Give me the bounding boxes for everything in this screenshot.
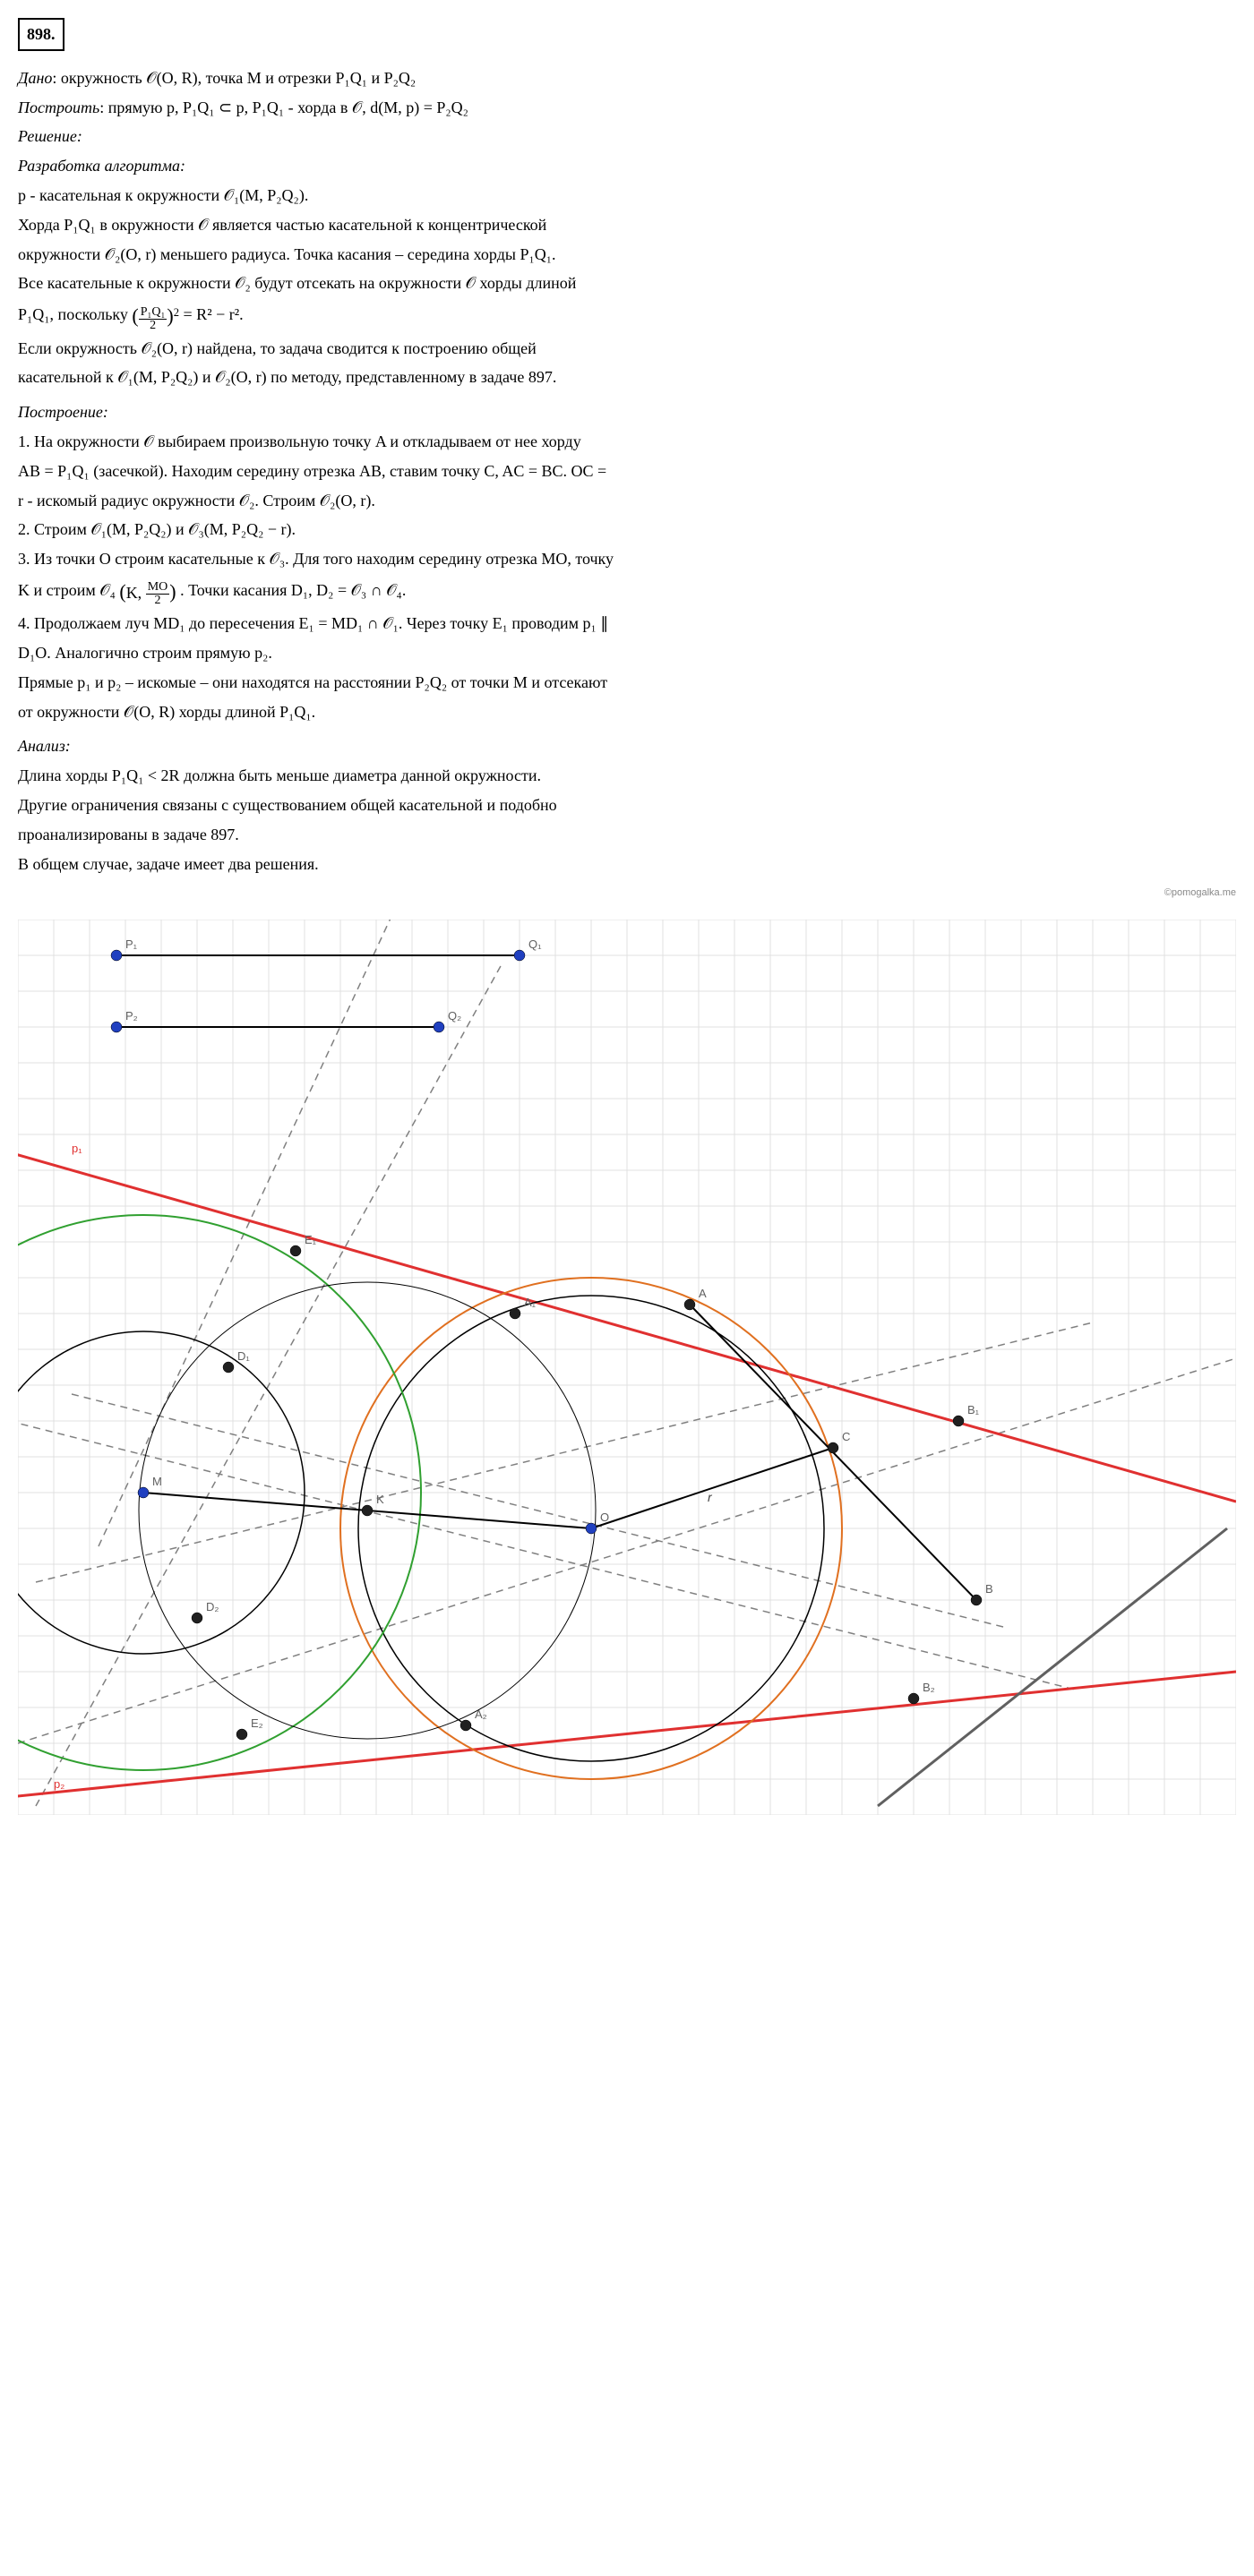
construct-line: Построить: прямую p, P₁Q₁ ⊂ p, P₁Q₁ - хо…: [18, 95, 1236, 121]
alg-line-2: Хорда P₁Q₁ в окружности 𝒪 является часть…: [18, 212, 1236, 238]
construct-text: : прямую p, P₁Q₁ ⊂ p, P₁Q₁ - хорда в 𝒪, …: [99, 98, 468, 116]
svg-text:C: C: [842, 1430, 850, 1443]
build-1c: r - искомый радиус окружности 𝒪₂. Строим…: [18, 488, 1236, 514]
svg-text:p₁: p₁: [72, 1142, 82, 1155]
build-label: Построение:: [18, 399, 1236, 425]
build-4: 4. Продолжаем луч MD₁ до пересечения E₁ …: [18, 611, 1236, 637]
alg-line-3: окружности 𝒪₂(O, r) меньшего радиуса. То…: [18, 242, 1236, 268]
analysis-4: В общем случае, задаче имеет два решения…: [18, 852, 1236, 877]
algorithm-label: Разработка алгоритма:: [18, 153, 1236, 179]
geometry-diagram: p₁p₂rP₁Q₁P₂Q₂MOKD₁D₂E₁E₂A₁A₂ABCB₁B₂: [18, 920, 1236, 1815]
svg-text:E₂: E₂: [251, 1716, 263, 1730]
given-label: Дано: [18, 69, 52, 87]
diagram-svg: p₁p₂rP₁Q₁P₂Q₂MOKD₁D₂E₁E₂A₁A₂ABCB₁B₂: [18, 920, 1236, 1815]
svg-text:B₁: B₁: [967, 1403, 980, 1416]
svg-text:P₂: P₂: [125, 1009, 138, 1023]
svg-text:B: B: [985, 1582, 993, 1596]
svg-text:B₂: B₂: [923, 1681, 935, 1694]
alg-line-7: касательной к 𝒪₁(M, P₂Q₂) и 𝒪₂(O, r) по …: [18, 364, 1236, 390]
build-3: 3. Из точки O строим касательные к 𝒪₃. Д…: [18, 546, 1236, 572]
construct-label: Построить: [18, 98, 99, 116]
build-1: 1. На окружности 𝒪 выбираем произвольную…: [18, 429, 1236, 455]
watermark: ©pomogalka.me: [18, 886, 1236, 902]
build-3b-b: . Точки касания D₁, D₂ = 𝒪₃ ∩ 𝒪₄.: [180, 581, 406, 599]
task-number: 898.: [18, 18, 64, 51]
alg-line-4: Все касательные к окружности 𝒪₂ будут от…: [18, 270, 1236, 296]
analysis-1: Длина хорды P₁Q₁ < 2R должна быть меньше…: [18, 763, 1236, 789]
build-2: 2. Строим 𝒪₁(M, P₂Q₂) и 𝒪₃(M, P₂Q₂ − r).: [18, 517, 1236, 543]
svg-text:A₂: A₂: [475, 1707, 487, 1721]
svg-text:Q₁: Q₁: [528, 937, 542, 951]
build-3b-a: K и строим 𝒪₄: [18, 581, 116, 599]
svg-text:D₂: D₂: [206, 1600, 219, 1613]
alg-line-5a: P₁Q₁, поскольку: [18, 305, 132, 323]
svg-text:p₂: p₂: [54, 1777, 64, 1791]
build-5b: от окружности 𝒪(O, R) хорды длиной P₁Q₁.: [18, 699, 1236, 725]
build-5: Прямые p₁ и p₂ – искомые – они находятся…: [18, 670, 1236, 696]
alg-line-1: p - касательная к окружности 𝒪₁(M, P₂Q₂)…: [18, 183, 1236, 209]
build-1b: AB = P₁Q₁ (засечкой). Находим середину о…: [18, 458, 1236, 484]
solution-label: Решение:: [18, 124, 1236, 150]
svg-text:A: A: [699, 1287, 707, 1300]
svg-text:M: M: [152, 1475, 162, 1488]
analysis-3: проанализированы в задаче 897.: [18, 822, 1236, 848]
svg-text:D₁: D₁: [237, 1349, 250, 1363]
analysis-2: Другие ограничения связаны с существован…: [18, 792, 1236, 818]
build-3b: K и строим 𝒪₄ (K, MO 2 ) . Точки касания…: [18, 576, 1236, 607]
alg-line-5: P₁Q₁, поскольку ( P₁Q₁ 2 )2 = R² − r².: [18, 300, 1236, 331]
alg-line-5b: = R² − r².: [184, 305, 244, 323]
svg-text:A₁: A₁: [524, 1296, 537, 1309]
given-text: : окружность 𝒪(O, R), точка M и отрезки …: [52, 69, 416, 87]
build-4b: D₁O. Аналогично строим прямую p₂.: [18, 640, 1236, 666]
svg-text:O: O: [600, 1511, 609, 1524]
analysis-label: Анализ:: [18, 733, 1236, 759]
svg-text:P₁: P₁: [125, 937, 138, 951]
alg-line-6: Если окружность 𝒪₂(O, r) найдена, то зад…: [18, 336, 1236, 362]
svg-text:Q₂: Q₂: [448, 1009, 461, 1023]
given-line: Дано: окружность 𝒪(O, R), точка M и отре…: [18, 65, 1236, 91]
svg-text:E₁: E₁: [305, 1233, 317, 1246]
svg-text:K: K: [376, 1493, 384, 1506]
